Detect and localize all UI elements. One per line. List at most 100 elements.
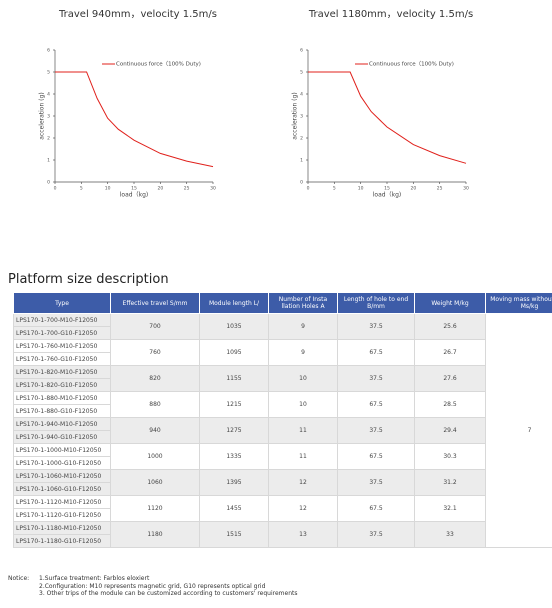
value-cell: 1035 [199, 313, 269, 340]
x-tick-label: 15 [384, 186, 390, 192]
y-tick-label: 1 [47, 158, 50, 164]
x-tick-label: 5 [333, 186, 336, 192]
x-tick-label: 30 [463, 186, 469, 192]
notice-label: Notice: [8, 575, 30, 582]
value-cell: 37.5 [337, 521, 415, 548]
value-cell: 1335 [199, 443, 269, 470]
type-cell: LPS170-1-1180-G10-F12050 [13, 534, 111, 548]
type-cell: LPS170-1-1060-M10-F12050 [13, 469, 111, 483]
y-tick-label: 6 [47, 48, 50, 54]
notice-line: 1.Surface treatment: Farblos eloxiert [39, 575, 150, 582]
value-cell: 67.5 [337, 339, 415, 366]
value-cell: 10 [268, 365, 338, 392]
x-tick-label: 20 [157, 186, 163, 192]
chart-title: Travel 1180mm，velocity 1.5m/s [308, 9, 473, 20]
type-cell: LPS170-1-700-G10-F12050 [13, 326, 111, 340]
y-tick-label: 2 [300, 136, 303, 142]
x-tick-label: 20 [410, 186, 416, 192]
type-cell: LPS170-1-1060-G10-F12050 [13, 482, 111, 496]
value-cell: 1395 [199, 469, 269, 496]
value-cell: 1155 [199, 365, 269, 392]
type-cell: LPS170-1-940-G10-F12050 [13, 430, 111, 444]
notice: Notice: 1.Surface treatment: Farblos elox… [8, 575, 297, 598]
value-cell: 760 [110, 339, 200, 366]
x-tick-label: 25 [437, 186, 443, 192]
type-cell: LPS170-1-1120-M10-F12050 [13, 495, 111, 509]
type-cell: LPS170-1-1180-M10-F12050 [13, 521, 111, 535]
x-tick-label: 10 [105, 186, 111, 192]
x-tick-label: 30 [210, 186, 216, 192]
value-cell: 37.5 [337, 417, 415, 444]
notice-line: 3. Other trips of the module can be cust… [39, 590, 298, 597]
value-cell: 11 [268, 417, 338, 444]
legend-label: Continuous force（100% Duty) [369, 61, 454, 68]
y-tick-label: 1 [300, 158, 303, 164]
value-cell: 33 [414, 521, 486, 548]
value-cell: 30.3 [414, 443, 486, 470]
value-cell: 28.5 [414, 391, 486, 418]
type-cell: LPS170-1-760-M10-F12050 [13, 339, 111, 353]
table-row: LPS170-1-760-M10-F12050 760 1095 9 67.5 26.7 [13, 339, 552, 366]
y-tick-label: 3 [300, 114, 303, 120]
value-cell: 1515 [199, 521, 269, 548]
y-tick-label: 2 [47, 136, 50, 142]
value-cell: 12 [268, 495, 338, 522]
y-axis-label: acceleration (g) [292, 92, 299, 139]
size-table: Type Effective travel S/mm Module length L… [13, 292, 552, 548]
table-header: Moving mass without load Ms/kg [485, 292, 552, 314]
y-tick-label: 0 [300, 180, 303, 186]
x-axis-label: load（kg) [120, 192, 148, 199]
y-axis-label: acceleration (g) [39, 92, 46, 139]
value-cell: 1120 [110, 495, 200, 522]
y-tick-label: 6 [300, 48, 303, 54]
table-header: Effective travel S/mm [110, 292, 200, 314]
value-cell: 12 [268, 469, 338, 496]
x-tick-label: 15 [131, 186, 137, 192]
type-cell: LPS170-1-1000-G10-F12050 [13, 456, 111, 470]
value-cell: 1000 [110, 443, 200, 470]
type-cell: LPS170-1-820-M10-F12050 [13, 365, 111, 379]
value-cell: 37.5 [337, 313, 415, 340]
value-cell: 27.6 [414, 365, 486, 392]
type-cell: LPS170-1-700-M10-F12050 [13, 313, 111, 327]
x-tick-label: 0 [54, 186, 57, 192]
y-tick-label: 5 [300, 70, 303, 76]
chart-title: Travel 940mm，velocity 1.5m/s [58, 9, 217, 20]
x-tick-label: 10 [358, 186, 364, 192]
table-row: LPS170-1-1180-G10-F12050 [13, 534, 552, 548]
y-tick-label: 3 [47, 114, 50, 120]
value-cell: 1095 [199, 339, 269, 366]
type-cell: LPS170-1-820-G10-F12050 [13, 378, 111, 392]
legend-label: Continuous force（100% Duty) [116, 61, 201, 68]
notice-line: 2.Configuration: M10 represents magnetic… [39, 582, 266, 590]
value-cell: 700 [110, 313, 200, 340]
value-cell: 37.5 [337, 469, 415, 496]
value-cell: 9 [268, 313, 338, 340]
type-cell: LPS170-1-940-M10-F12050 [13, 417, 111, 431]
y-tick-label: 5 [47, 70, 50, 76]
value-cell: 1060 [110, 469, 200, 496]
type-cell: LPS170-1-760-G10-F12050 [13, 352, 111, 366]
line [55, 71, 214, 168]
value-cell: 11 [268, 443, 338, 470]
value-cell: 9 [268, 339, 338, 366]
x-tick-label: 0 [307, 186, 310, 192]
table-header: Length of hole to end B/mm [337, 292, 415, 314]
value-cell: 67.5 [337, 391, 415, 418]
value-cell: 25.6 [414, 313, 486, 340]
table-row: LPS170-1-880-M10-F12050 880 1215 10 67.5 28.5 [13, 391, 552, 418]
table-row: LPS170-1-700-G10-F12050 [13, 326, 552, 340]
value-cell: 1215 [199, 391, 269, 418]
table-header: Type [13, 292, 111, 314]
type-cell: LPS170-1-1120-G10-F12050 [13, 508, 111, 522]
value-cell: 37.5 [337, 365, 415, 392]
y-tick-label: 4 [47, 92, 50, 98]
x-tick-label: 5 [80, 186, 83, 192]
table-row: LPS170-1-1060-G10-F12050 [13, 482, 552, 496]
x-tick-label: 25 [184, 186, 190, 192]
value-cell: 880 [110, 391, 200, 418]
value-cell: 29.4 [414, 417, 486, 444]
table-row: LPS170-1-1120-M10-F12050 1120 1455 12 67.5 32… [13, 495, 552, 522]
value-cell: 1180 [110, 521, 200, 548]
